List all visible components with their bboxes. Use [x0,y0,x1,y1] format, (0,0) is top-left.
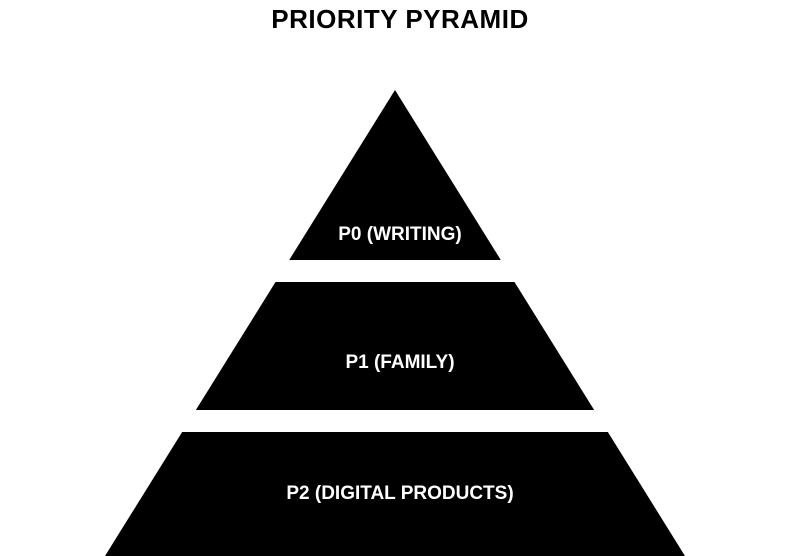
pyramid-tier-2-label: P2 (DIGITAL PRODUCTS) [0,483,800,505]
pyramid-tier-1 [196,282,594,410]
priority-pyramid [0,0,800,556]
pyramid-tier-0-label: P0 (WRITING) [0,224,800,246]
pyramid-tier-1-label: P1 (FAMILY) [0,352,800,374]
